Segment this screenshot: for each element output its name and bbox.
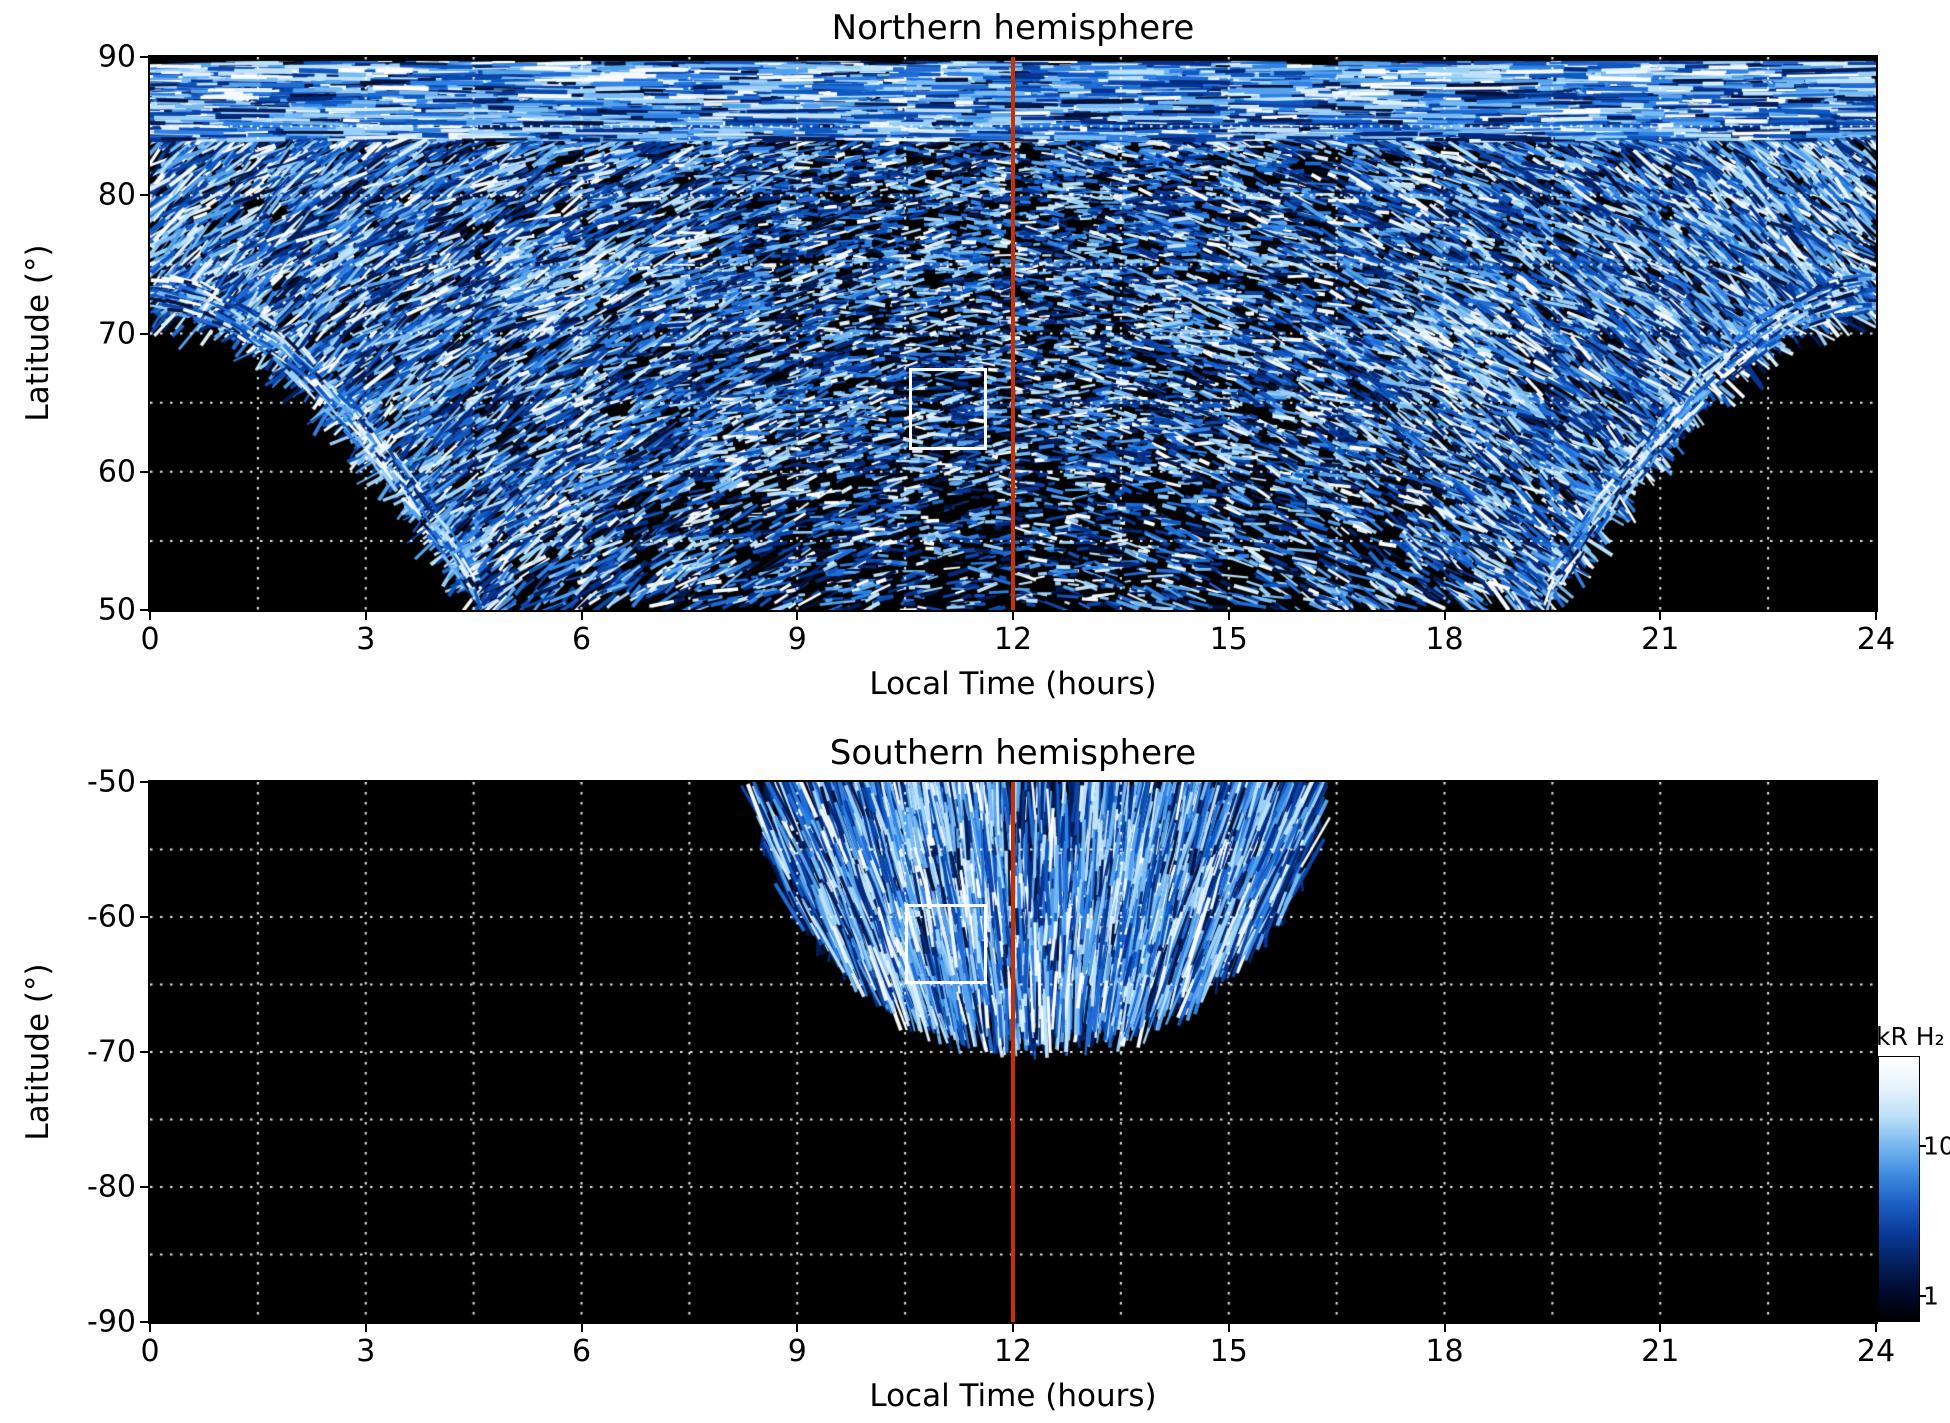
south-x-tick-mark <box>1012 1324 1014 1332</box>
south-y-tick-label: -70 <box>87 1034 136 1070</box>
north-x-tick-label: 3 <box>356 622 376 657</box>
north-x-tick-mark <box>1227 612 1230 620</box>
north-x-tick-label: 6 <box>571 622 592 657</box>
south-x-tick-mark <box>364 1324 367 1332</box>
south-y-tick-mark <box>140 1051 148 1053</box>
south-x-tick-mark <box>1443 1324 1446 1332</box>
north-y-tick-mark <box>140 332 148 335</box>
south-x-tick-mark <box>1659 1324 1662 1332</box>
north-y-axis-label: Latitude (°) <box>20 244 56 422</box>
colorbar-tick-mark-10 <box>1919 1144 1926 1147</box>
south-y-tick-label: -90 <box>87 1304 136 1340</box>
north-noon-meridian-line <box>1011 57 1015 610</box>
north-y-tick-mark <box>140 470 148 473</box>
north-x-tick-mark <box>1875 612 1877 620</box>
south-x-axis-label: Local Time (hours) <box>869 1378 1157 1414</box>
colorbar-tick-label-10: 10 <box>1923 1131 1950 1161</box>
south-x-tick-mark <box>1227 1324 1230 1332</box>
north-y-tick-label: 60 <box>97 454 136 490</box>
south-x-tick-label: 24 <box>1856 1334 1896 1369</box>
south-roi-box <box>905 903 987 984</box>
south-x-tick-label: 21 <box>1641 1334 1680 1369</box>
south-y-tick-mark <box>140 1321 148 1323</box>
south-x-tick-label: 3 <box>356 1334 376 1369</box>
north-y-tick-mark <box>140 609 148 611</box>
south-x-tick-label: 6 <box>571 1334 592 1369</box>
colorbar-label: kR H₂ <box>1876 1022 1945 1051</box>
south-x-tick-mark <box>1875 1324 1877 1332</box>
south-y-tick-mark <box>140 1186 148 1188</box>
north-title: Northern hemisphere <box>831 8 1195 48</box>
south-x-tick-label: 9 <box>787 1334 807 1369</box>
north-x-tick-mark <box>1659 612 1662 620</box>
south-noon-meridian-line <box>1011 782 1015 1322</box>
south-title: Southern hemisphere <box>829 733 1197 773</box>
north-x-tick-label: 24 <box>1856 622 1896 657</box>
colorbar <box>1878 1056 1920 1322</box>
south-x-tick-label: 18 <box>1425 1334 1464 1369</box>
south-x-tick-label: 0 <box>140 1334 160 1369</box>
north-x-tick-label: 21 <box>1641 622 1680 657</box>
north-y-tick-mark <box>140 194 148 197</box>
north-x-tick-label: 0 <box>140 622 160 657</box>
south-x-tick-mark <box>796 1324 799 1332</box>
north-y-tick-label: 70 <box>97 316 136 351</box>
north-x-tick-mark <box>364 612 367 620</box>
north-x-tick-mark <box>149 612 151 620</box>
north-x-tick-mark <box>1443 612 1446 620</box>
north-roi-box <box>908 368 987 451</box>
south-y-tick-label: -80 <box>87 1169 136 1205</box>
north-x-tick-label: 18 <box>1425 622 1464 657</box>
colorbar-tick-label-1: 1 <box>1923 1281 1939 1311</box>
north-x-tick-mark <box>580 612 583 620</box>
south-x-tick-mark <box>149 1324 151 1332</box>
south-y-tick-mark <box>140 781 148 783</box>
north-x-tick-mark <box>1012 612 1014 620</box>
north-y-tick-label: 50 <box>97 592 136 628</box>
north-x-tick-label: 15 <box>1209 622 1248 657</box>
south-y-axis-label: Latitude (°) <box>20 963 56 1141</box>
north-y-tick-label: 80 <box>97 177 136 213</box>
south-x-tick-mark <box>580 1324 583 1332</box>
north-y-tick-label: 90 <box>97 39 136 75</box>
south-y-tick-mark <box>140 916 148 918</box>
south-y-tick-label: -60 <box>87 899 136 935</box>
north-y-tick-mark <box>140 56 148 58</box>
north-x-axis-label: Local Time (hours) <box>869 666 1157 702</box>
south-y-tick-label: -50 <box>87 764 136 800</box>
south-x-tick-label: 15 <box>1209 1334 1248 1369</box>
north-x-tick-mark <box>796 612 799 620</box>
south-x-tick-label: 12 <box>993 1334 1033 1369</box>
colorbar-tick-mark-1 <box>1919 1295 1926 1298</box>
north-x-tick-label: 9 <box>787 622 807 657</box>
north-x-tick-label: 12 <box>993 622 1033 657</box>
